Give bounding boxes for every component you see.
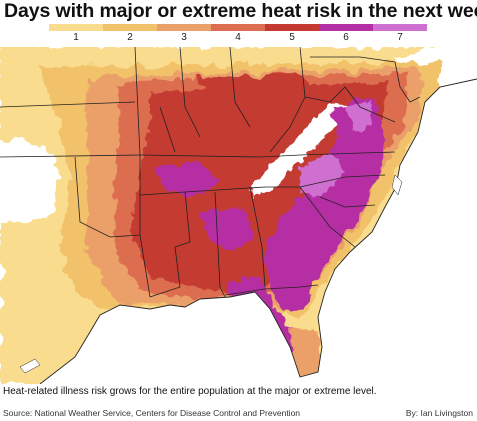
boundary-in-oh (229, 46, 251, 128)
field-level-6-southeast (262, 97, 385, 312)
boundary-ar-ms-la (139, 191, 191, 298)
boundary-sc-nc (319, 196, 376, 208)
boundary-ks-ok (0, 154, 141, 158)
caption: Heat-related illness risk grows for the … (3, 386, 377, 397)
boundary-il-ky (159, 106, 176, 153)
heat-risk-map (0, 46, 477, 385)
legend-swatch-1 (49, 24, 103, 31)
legend-label-5: 5 (289, 32, 295, 43)
boundary-ks-ne (0, 101, 136, 108)
legend-label-4: 4 (235, 32, 241, 43)
legend-swatch-5 (265, 24, 319, 31)
map-svg (0, 46, 477, 385)
boundary-pa (310, 56, 396, 63)
boundary-tn-ky-north (139, 151, 396, 158)
legend-label-2: 2 (127, 32, 133, 43)
boundary-nj-md (394, 61, 421, 103)
legend-swatch-2 (103, 24, 157, 31)
boundary-al-ga (249, 186, 266, 288)
gulf-islands (19, 358, 41, 374)
legend: 1 2 3 4 5 6 7 (49, 24, 429, 46)
boundary-al-ga-fl (224, 284, 319, 296)
boundary-wv-va (304, 86, 396, 123)
map-title: Days with major or extreme heat risk in … (4, 0, 477, 22)
field-level-7-carolinas (300, 152, 345, 197)
field-level-6-alabama (200, 207, 255, 252)
boundary-oh-wv (269, 46, 306, 153)
legend-label-7: 7 (397, 32, 403, 43)
legend-swatch-3 (157, 24, 211, 31)
boundary-ga-sc (299, 186, 356, 248)
state-boundaries (0, 46, 421, 298)
outer-banks (391, 174, 403, 196)
field-level-5-ohio (195, 75, 330, 122)
field-none-appalachians (250, 102, 350, 197)
legend-label-3: 3 (181, 32, 187, 43)
legend-swatch-6 (319, 24, 373, 31)
boundary-ok-tx (74, 156, 141, 238)
byline: By: Ian Livingston (405, 408, 473, 418)
field-level-3-florida (290, 327, 322, 377)
boundary-ms-al (214, 191, 226, 298)
source-note: Source: National Weather Service, Center… (3, 408, 301, 418)
legend-label-1: 1 (73, 32, 79, 43)
legend-swatch-4 (211, 24, 265, 31)
coastline (39, 78, 477, 385)
field-none-west (0, 137, 60, 227)
boundary-il-in (179, 46, 201, 138)
legend-label-6: 6 (343, 32, 349, 43)
legend-swatch-7 (373, 24, 427, 31)
field-level-6-tennessee (155, 162, 220, 197)
